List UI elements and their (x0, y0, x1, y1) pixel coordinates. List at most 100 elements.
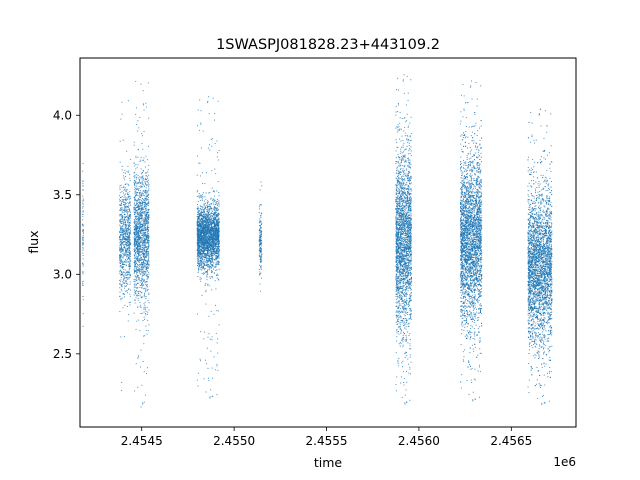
data-point (124, 206, 126, 208)
data-point (211, 254, 213, 256)
data-point (205, 218, 207, 220)
data-point (122, 249, 124, 251)
data-point (213, 252, 215, 254)
data-point (127, 241, 129, 242)
data-point (139, 176, 141, 178)
data-point (203, 215, 205, 217)
data-point (212, 251, 214, 253)
data-point (196, 221, 198, 223)
data-point (206, 229, 208, 231)
data-point (122, 209, 124, 211)
data-point (136, 218, 138, 220)
data-point (210, 230, 212, 232)
data-point (143, 247, 145, 249)
data-point (129, 210, 131, 212)
data-point (198, 218, 200, 220)
data-point (125, 229, 127, 231)
data-point (198, 225, 200, 227)
data-point (209, 207, 211, 209)
data-point (142, 361, 144, 363)
data-point (196, 216, 198, 218)
data-point (206, 260, 208, 262)
data-point (207, 222, 209, 224)
data-point (206, 253, 208, 255)
data-point (210, 240, 212, 242)
data-point (142, 175, 144, 177)
data-point (129, 214, 131, 216)
data-point (134, 302, 136, 304)
data-point (198, 233, 200, 235)
data-point (204, 233, 206, 235)
data-point (144, 172, 146, 174)
data-point (123, 271, 125, 273)
data-point (119, 196, 121, 198)
data-point (124, 195, 126, 197)
data-point (197, 219, 199, 221)
data-point (216, 237, 218, 239)
data-point (136, 257, 138, 259)
data-point (136, 276, 138, 278)
data-point (141, 180, 143, 182)
data-point (139, 223, 141, 225)
data-point (211, 262, 213, 264)
data-point (146, 228, 148, 230)
data-point (215, 332, 217, 334)
data-point (121, 218, 123, 220)
data-point (123, 197, 125, 199)
data-point (125, 239, 127, 241)
data-point (217, 248, 219, 250)
data-point (202, 211, 204, 213)
data-point (82, 252, 84, 254)
data-point (136, 271, 138, 273)
data-point (203, 200, 205, 202)
data-point (144, 258, 145, 260)
data-point (133, 233, 135, 235)
data-point (82, 243, 84, 245)
data-point (139, 207, 141, 209)
data-point (206, 211, 208, 213)
data-point (140, 231, 142, 233)
data-point (128, 225, 130, 227)
data-point (126, 242, 128, 244)
data-point (137, 226, 139, 228)
data-point (144, 182, 146, 184)
data-point (138, 243, 140, 245)
data-point (124, 229, 126, 231)
data-point (197, 240, 199, 242)
data-point (198, 216, 200, 218)
data-point (213, 227, 215, 229)
data-point (138, 232, 140, 234)
data-point (136, 233, 138, 235)
data-point (199, 246, 201, 248)
data-point (128, 224, 130, 226)
data-point (210, 215, 212, 217)
data-point (199, 254, 201, 256)
data-point (139, 203, 140, 205)
data-point (144, 259, 146, 261)
data-point (136, 294, 138, 296)
data-point (217, 254, 219, 256)
data-point (204, 237, 206, 239)
data-point (82, 233, 84, 235)
data-point (196, 232, 198, 234)
data-point (140, 260, 142, 262)
data-point (125, 260, 127, 262)
data-point (128, 278, 130, 280)
data-point (197, 230, 199, 232)
data-point (122, 215, 124, 217)
data-point (141, 181, 143, 183)
data-point (138, 237, 140, 239)
data-point (216, 208, 218, 210)
data-point (198, 252, 200, 254)
data-point (125, 193, 127, 195)
data-point (210, 254, 212, 256)
data-point (147, 259, 149, 261)
data-point (124, 224, 126, 226)
data-point (202, 213, 204, 215)
data-point (137, 221, 139, 223)
data-point (141, 292, 143, 294)
data-point (210, 243, 212, 245)
data-point (123, 263, 125, 265)
data-point (208, 217, 210, 219)
data-point (199, 224, 201, 226)
